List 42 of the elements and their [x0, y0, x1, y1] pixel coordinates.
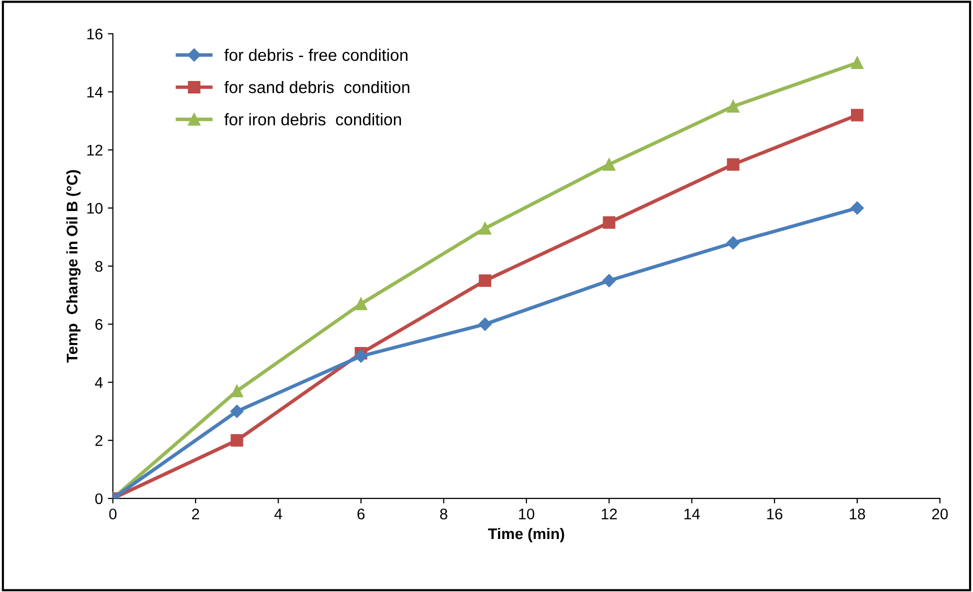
legend-label: for debris - free condition: [224, 48, 408, 61]
y-tick-label: 2: [95, 435, 102, 446]
x-tick-label: 2: [192, 508, 200, 520]
point: [726, 158, 740, 171]
legend-label: for iron debris condition: [224, 113, 401, 126]
x-tick-label: 10: [519, 508, 534, 520]
x-tick-label: 12: [602, 508, 617, 520]
x-tick-label: 8: [440, 508, 448, 520]
point: [478, 318, 492, 331]
x-axis-title: Time (min): [488, 528, 564, 542]
point: [478, 274, 492, 287]
point: [478, 222, 492, 235]
y-axis-title: Temp Change in Oil B (°C): [66, 170, 81, 363]
y-tick-label: 6: [95, 319, 102, 330]
point: [726, 236, 740, 250]
y-tick-label: 14: [87, 86, 103, 98]
x-tick-label: 14: [684, 508, 700, 520]
point: [230, 434, 244, 447]
point: [602, 216, 616, 229]
x-tick-label: 0: [109, 508, 117, 520]
point: [354, 298, 368, 310]
x-tick-label: 6: [358, 508, 365, 520]
x-tick-label: 4: [274, 508, 282, 520]
point: [850, 108, 864, 122]
y-tick-label: 10: [87, 202, 103, 214]
y-tick-label: 12: [87, 144, 102, 156]
point: [230, 404, 244, 418]
x-tick-label: 18: [850, 508, 866, 520]
point: [354, 350, 368, 363]
point: [850, 56, 864, 70]
y-tick-label: 4: [95, 377, 103, 388]
point: [602, 158, 616, 171]
x-tick-label: 20: [932, 508, 948, 520]
y-tick-label: 8: [95, 260, 102, 272]
x-tick-label: 16: [767, 508, 782, 520]
point: [850, 201, 864, 215]
legend-label: for sand debris condition: [224, 80, 410, 94]
point: [726, 100, 740, 113]
y-tick-label: 0: [95, 493, 103, 504]
y-tick-label: 16: [87, 28, 102, 40]
point: [602, 274, 616, 288]
point: [230, 384, 244, 398]
